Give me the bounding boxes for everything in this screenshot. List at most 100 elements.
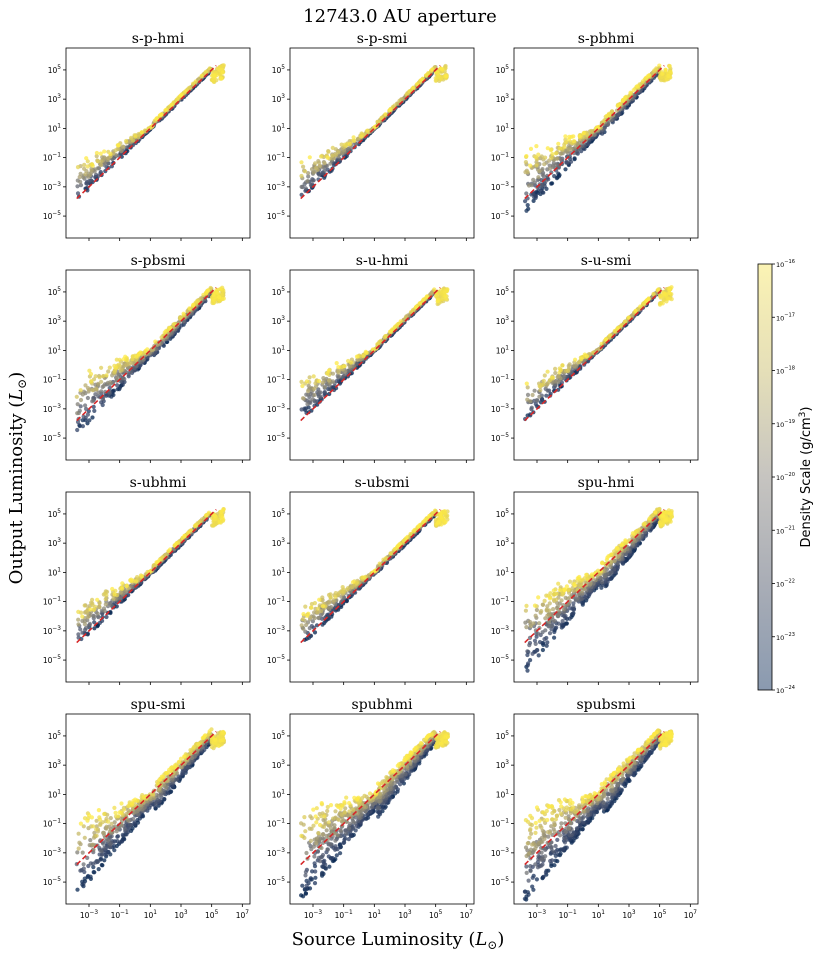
data-point [536,653,541,658]
data-point [211,523,216,528]
data-point [540,172,545,177]
data-point [663,68,668,73]
data-point [101,606,107,611]
data-point [90,597,95,602]
data-point [604,113,609,119]
panel-title: s-ubsmi [355,475,410,491]
data-point [301,164,306,169]
data-point [540,167,545,172]
data-point [107,365,112,370]
data-point [640,79,646,84]
data-point [340,585,345,590]
data-point [94,150,99,156]
data-point [524,154,529,159]
y-tick-label: 10−1 [267,153,285,163]
data-point [577,134,582,139]
data-point [199,517,205,522]
data-point [557,146,562,151]
data-point [211,300,216,306]
data-point [112,592,117,597]
data-point [88,371,94,377]
data-point [312,601,317,606]
data-point [571,601,576,606]
data-point [307,375,312,380]
data-point [534,163,539,168]
data-point [311,374,316,379]
data-point [530,392,535,398]
data-point [416,524,421,529]
data-point [527,643,532,648]
data-point [553,151,559,156]
data-point [654,66,659,71]
y-tick-label: 103 [48,316,62,326]
data-point [92,626,97,631]
data-point [312,386,317,391]
data-point [145,347,150,352]
data-point [656,287,661,292]
data-point [197,519,202,525]
y-tick-label: 105 [272,287,286,297]
data-point [536,175,541,180]
data-point [82,603,87,608]
data-point [118,596,123,601]
y-tick-label: 105 [496,287,510,297]
data-point [555,156,560,161]
data-point [322,389,327,395]
panel-title: s-ubhmi [130,475,187,491]
data-point [320,595,325,600]
data-point [220,70,225,75]
data-point [370,347,375,352]
y-tick-label: 105 [48,287,62,297]
data-point [95,597,100,602]
data-point [589,128,594,134]
data-point [581,131,586,136]
data-point [337,374,342,379]
data-point [666,73,671,79]
y-tick-label: 10−1 [267,597,285,607]
data-point [116,362,121,367]
y-tick-label: 101 [48,567,62,577]
y-tick-label: 105 [272,65,286,75]
data-point [434,293,439,298]
data-point [206,510,212,515]
data-point [76,617,81,622]
data-point [544,393,549,398]
y-tick-label: 101 [272,123,286,133]
data-point [559,622,565,627]
data-point [375,119,380,124]
data-point [113,365,118,370]
data-point [341,589,346,594]
data-point [565,160,570,165]
data-point [565,368,571,374]
data-point [303,186,308,191]
data-point [379,116,384,121]
data-point [117,357,122,362]
data-point [212,516,217,522]
data-point [576,360,581,365]
data-point [647,73,652,78]
data-point [408,531,413,537]
data-point [78,179,83,184]
data-point [342,364,347,369]
y-tick-label: 10−5 [491,211,509,221]
panel-frame [289,491,475,683]
data-point [75,411,80,416]
data-point [153,339,158,344]
data-point [646,296,651,301]
data-point [381,557,386,562]
data-point [80,630,85,635]
data-point [418,301,423,306]
data-point [312,392,317,398]
data-point [334,361,339,366]
data-point [523,199,528,204]
data-point [303,629,308,634]
data-point [299,184,304,189]
data-point [300,617,305,622]
data-point [442,509,447,514]
data-point [667,64,672,69]
data-point [299,623,304,628]
data-point [550,152,555,157]
data-point [534,648,540,653]
data-point [375,342,380,347]
data-point [326,368,331,373]
